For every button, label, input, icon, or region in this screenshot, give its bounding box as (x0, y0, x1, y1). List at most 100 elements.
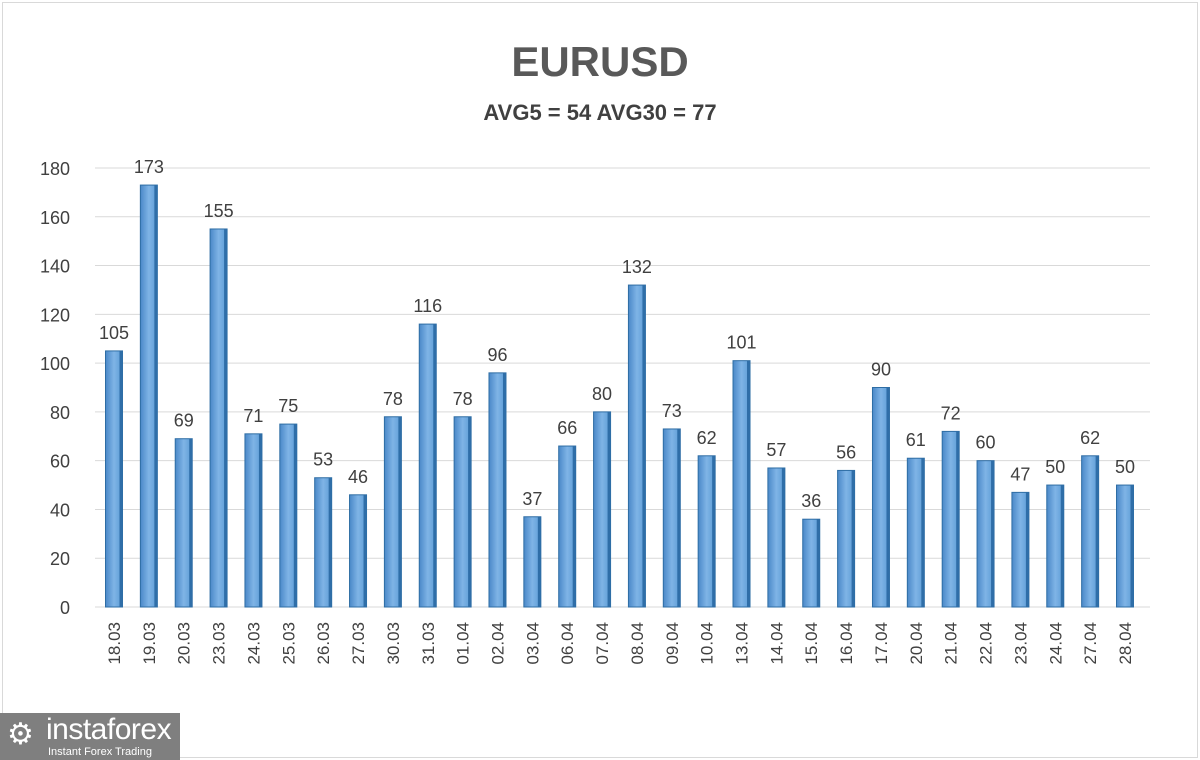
x-tick-label: 27.03 (349, 622, 368, 665)
bar-side (991, 460, 995, 607)
data-label: 50 (1115, 457, 1135, 477)
y-tick-label: 60 (50, 452, 70, 472)
x-tick-label: 21.04 (942, 622, 961, 665)
x-tick-label: 08.04 (628, 622, 647, 665)
bar-side (572, 446, 576, 607)
y-tick-label: 20 (50, 549, 70, 569)
x-tick-label: 24.04 (1046, 622, 1065, 665)
x-tick-label: 14.04 (767, 622, 786, 665)
y-tick-label: 160 (40, 208, 70, 228)
data-label: 36 (801, 491, 821, 511)
chart-subtitle: AVG5 = 54 AVG30 = 77 (483, 100, 717, 125)
x-tick-label: 09.04 (663, 622, 682, 665)
y-tick-label: 140 (40, 257, 70, 277)
bar-side (293, 424, 297, 607)
x-tick-label: 30.03 (384, 622, 403, 665)
x-tick-label: 25.03 (279, 622, 298, 665)
bar-side (502, 372, 506, 607)
data-label: 60 (976, 433, 996, 453)
data-label: 73 (662, 401, 682, 421)
data-label: 66 (557, 418, 577, 438)
data-label: 62 (1080, 428, 1100, 448)
x-tick-label: 06.04 (558, 622, 577, 665)
bar-side (433, 324, 437, 607)
data-label: 75 (278, 396, 298, 416)
x-tick-label: 20.04 (907, 622, 926, 665)
bar-side (258, 433, 262, 607)
x-tick-label: 13.04 (733, 622, 752, 665)
bar-side (119, 350, 123, 607)
x-tick-label: 23.04 (1011, 622, 1030, 665)
bar-side (1060, 485, 1064, 607)
data-label: 61 (906, 430, 926, 450)
data-label: 105 (99, 323, 129, 343)
data-label: 62 (697, 428, 717, 448)
x-tick-label: 10.04 (698, 622, 717, 665)
x-tick-label: 26.03 (314, 622, 333, 665)
x-tick-label: 20.03 (175, 622, 194, 665)
y-tick-label: 120 (40, 305, 70, 325)
logo-tagline: Instant Forex Trading (48, 746, 152, 758)
logo-brand: instaforex (46, 713, 172, 746)
x-tick-label: 31.03 (419, 622, 438, 665)
x-tick-label: 16.04 (837, 622, 856, 665)
y-tick-label: 100 (40, 354, 70, 374)
data-label: 132 (622, 257, 652, 277)
data-label: 72 (941, 403, 961, 423)
y-tick-label: 80 (50, 403, 70, 423)
data-label: 56 (836, 442, 856, 462)
x-tick-label: 19.03 (140, 622, 159, 665)
x-tick-label: 28.04 (1116, 622, 1135, 665)
x-tick-label: 23.03 (210, 622, 229, 665)
bar-side (189, 438, 193, 607)
data-label: 78 (453, 389, 473, 409)
instaforex-logo: ⚙ instaforex Instant Forex Trading (0, 713, 180, 760)
bar-side (677, 428, 681, 607)
bar-side (154, 185, 158, 608)
data-label: 69 (174, 411, 194, 431)
bar-side (642, 285, 646, 607)
bar-side (363, 494, 367, 607)
data-label: 46 (348, 467, 368, 487)
x-tick-label: 02.04 (488, 622, 507, 665)
bar-side (747, 360, 751, 607)
bar-side (537, 516, 541, 607)
data-label: 53 (313, 450, 333, 470)
bar-side (224, 228, 228, 607)
data-label: 71 (243, 406, 263, 426)
x-tick-label: 18.03 (105, 622, 124, 665)
gear-icon: ⚙ (7, 718, 34, 751)
data-label: 90 (871, 360, 891, 380)
y-tick-label: 40 (50, 500, 70, 520)
bar-side (468, 416, 472, 607)
data-label: 80 (592, 384, 612, 404)
bar-side (1095, 455, 1099, 607)
bar-side (781, 467, 785, 607)
data-label: 47 (1010, 464, 1030, 484)
data-label: 155 (204, 201, 234, 221)
x-tick-label: 01.04 (454, 622, 473, 665)
bar-side (851, 470, 855, 607)
data-label: 96 (487, 345, 507, 365)
bar-side (956, 431, 960, 607)
data-label: 37 (522, 489, 542, 509)
bar-side (921, 458, 925, 607)
data-label: 78 (383, 389, 403, 409)
bar-side (1130, 485, 1134, 607)
data-label: 57 (766, 440, 786, 460)
y-tick-label: 180 (40, 159, 70, 179)
data-label: 101 (726, 333, 756, 353)
bar-side (712, 455, 716, 607)
x-tick-label: 24.03 (244, 622, 263, 665)
data-label: 173 (134, 157, 164, 177)
chart-title: EURUSD (511, 38, 689, 85)
bar-side (886, 387, 890, 607)
bar-side (328, 477, 332, 607)
bar-side (1025, 492, 1029, 607)
x-tick-label: 22.04 (977, 622, 996, 665)
x-tick-label: 07.04 (593, 622, 612, 665)
data-label: 116 (413, 296, 442, 316)
bar-side (398, 416, 402, 607)
